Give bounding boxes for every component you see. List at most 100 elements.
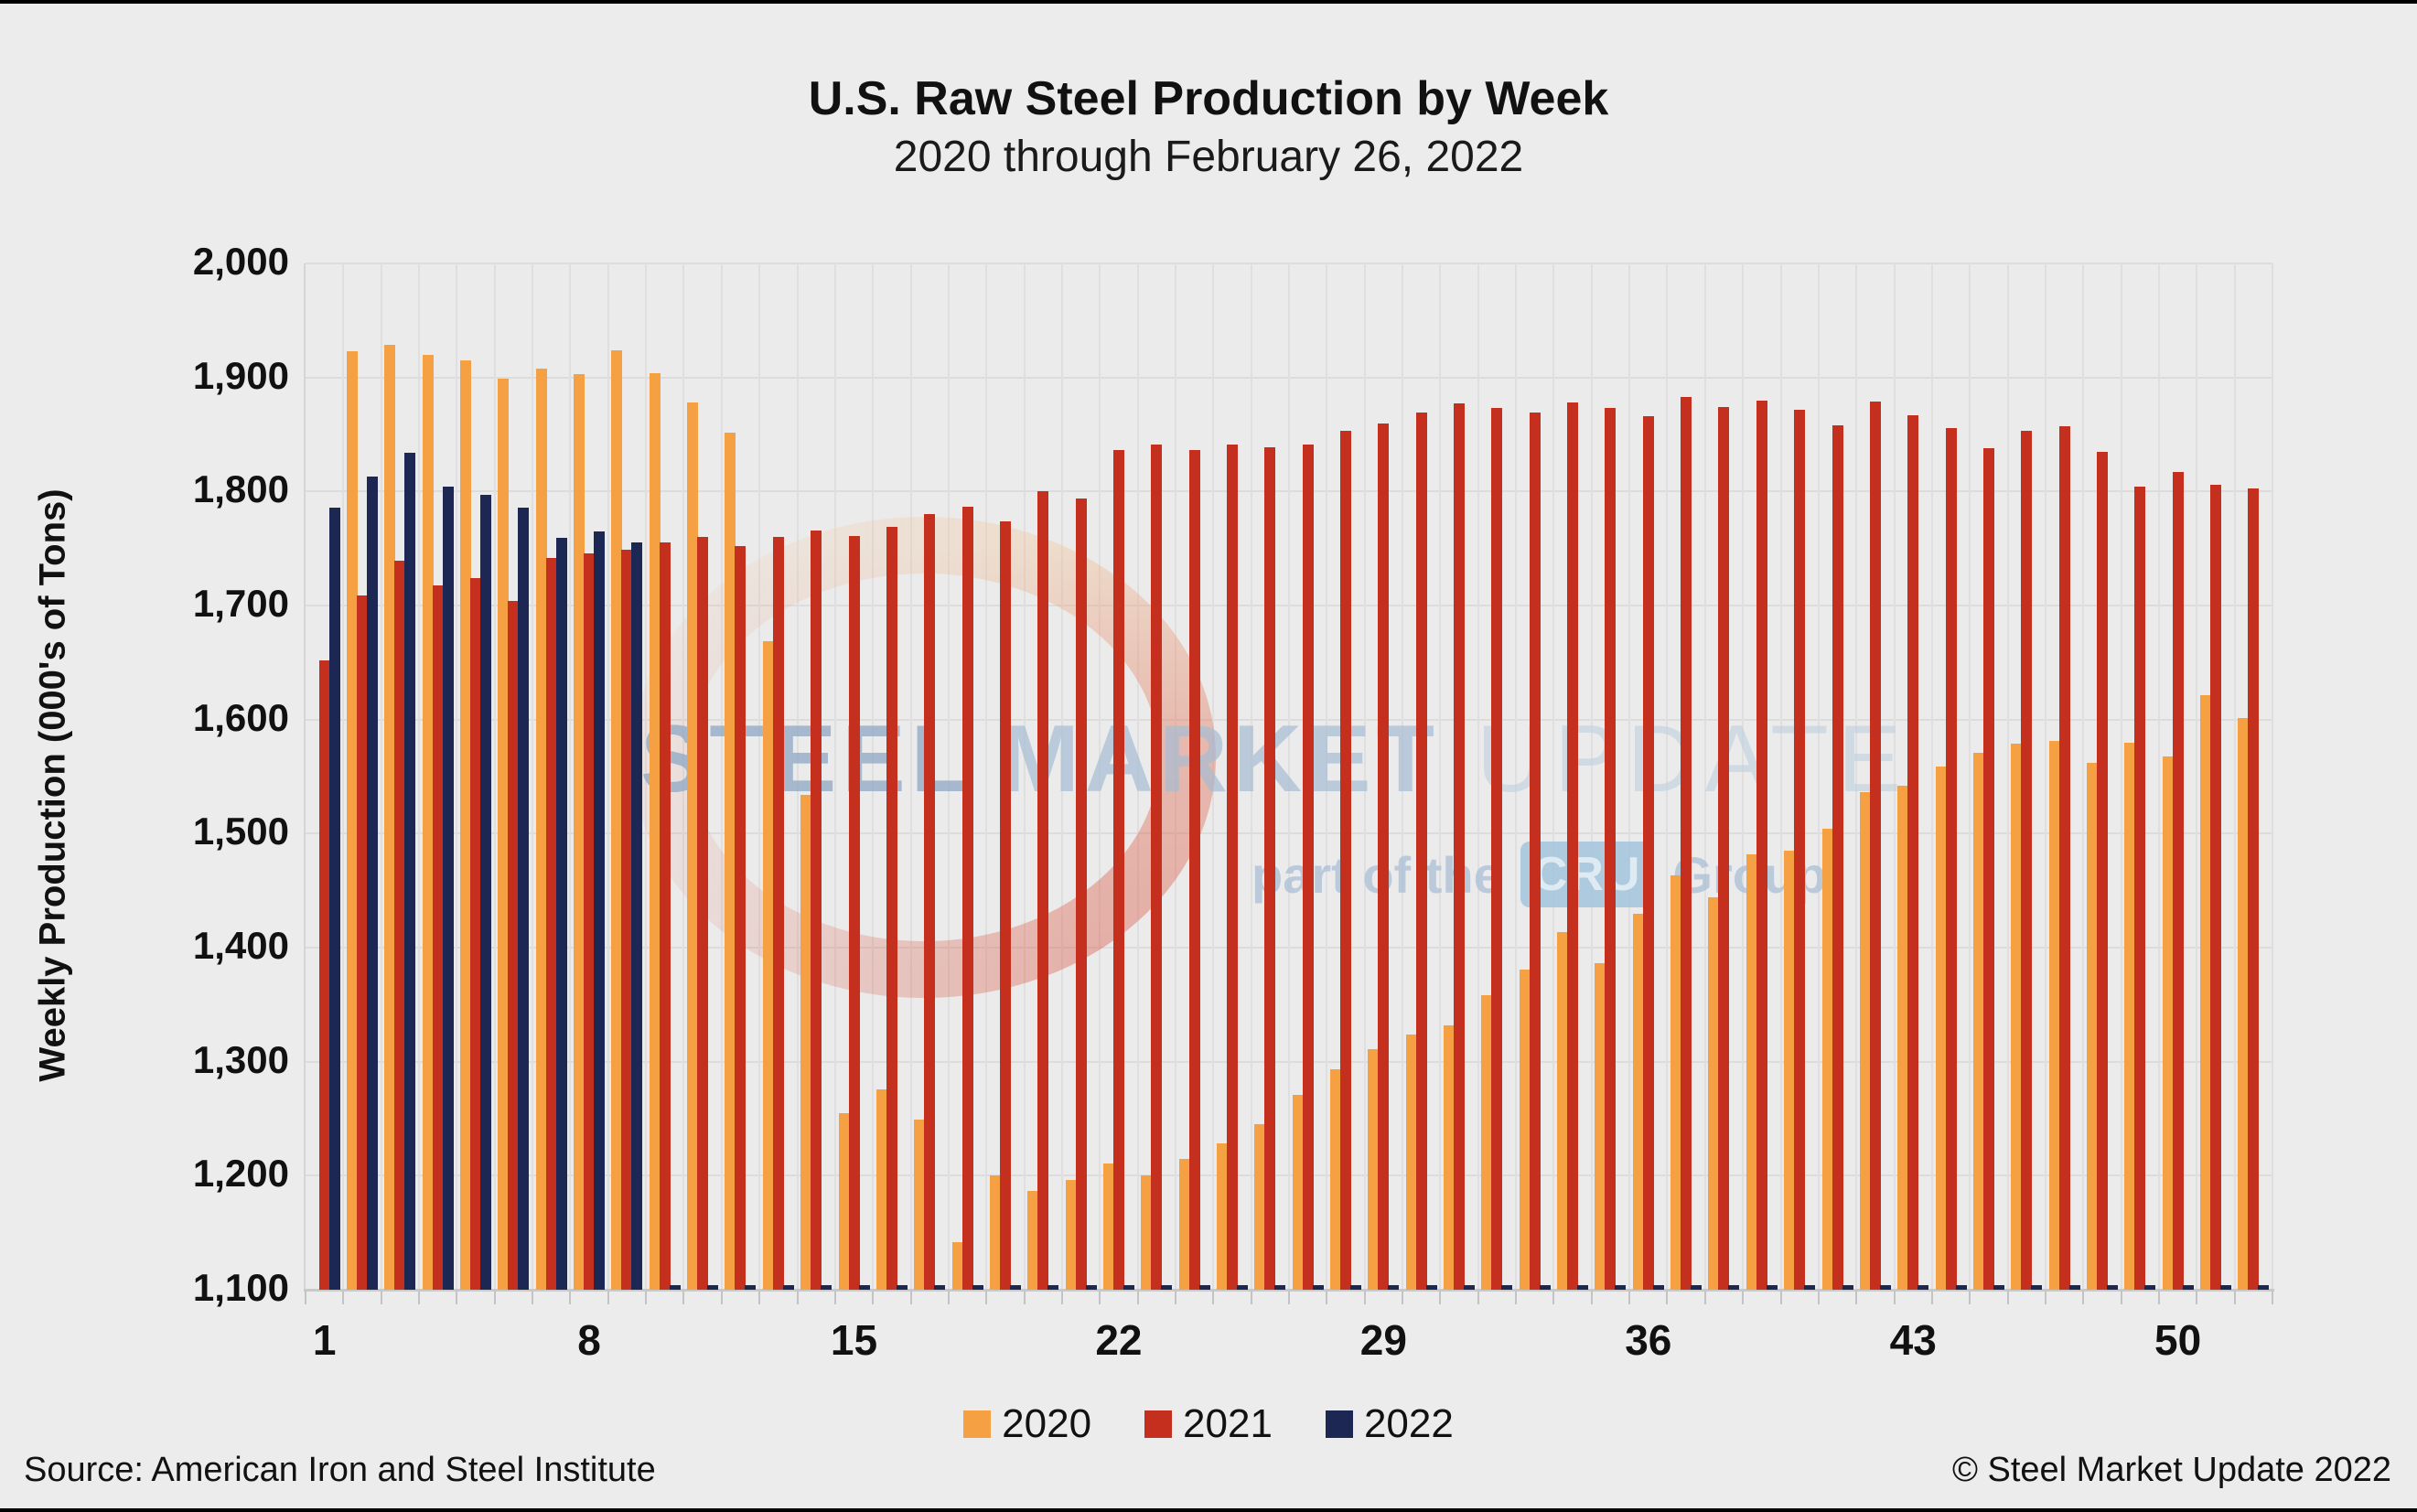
legend-item-2022: 2022 xyxy=(1325,1401,1454,1447)
x-axis-line xyxy=(304,1289,2274,1292)
v-gridline-4 xyxy=(456,263,458,1290)
bar-2022-week-20 xyxy=(1047,1285,1059,1290)
bar-2021-week-31 xyxy=(1454,403,1466,1290)
x-tick-2 xyxy=(380,1291,382,1304)
x-tick-31 xyxy=(1477,1291,1479,1304)
v-gridline-19 xyxy=(1023,263,1026,1290)
top-border xyxy=(0,0,2417,4)
chart-legend: 2020 2021 2022 xyxy=(0,1401,2417,1447)
bar-2021-week-17 xyxy=(924,514,936,1290)
y-tick-label-1300: 1,300 xyxy=(192,1037,289,1081)
y-tick-label-1600: 1,600 xyxy=(192,695,289,739)
v-gridline-41 xyxy=(1855,263,1858,1290)
bar-2020-week-6 xyxy=(498,378,510,1290)
v-gridline-48 xyxy=(2120,263,2122,1290)
x-tick-16 xyxy=(909,1291,912,1304)
x-tick-18 xyxy=(985,1291,988,1304)
bar-2022-week-31 xyxy=(1464,1285,1476,1290)
x-tick-20 xyxy=(1060,1291,1063,1304)
bar-2021-week-35 xyxy=(1605,408,1617,1290)
x-tick-12 xyxy=(758,1291,761,1304)
x-tick-9 xyxy=(645,1291,648,1304)
v-gridline-18 xyxy=(985,263,988,1290)
v-gridline-1 xyxy=(342,263,345,1290)
x-tick-45 xyxy=(2006,1291,2009,1304)
bar-2020-week-25 xyxy=(1216,1143,1228,1290)
bar-2021-week-51 xyxy=(2209,484,2221,1290)
bar-2021-week-19 xyxy=(999,520,1011,1290)
bar-2020-week-21 xyxy=(1065,1180,1077,1290)
x-tick-25 xyxy=(1250,1291,1252,1304)
y-tick-label-1700: 1,700 xyxy=(192,582,289,625)
bar-2020-week-28 xyxy=(1330,1069,1342,1290)
bar-2022-week-41 xyxy=(1842,1285,1853,1290)
x-tick-label-1: 1 xyxy=(312,1316,337,1364)
v-gridline-37 xyxy=(1703,263,1706,1290)
bar-2022-week-22 xyxy=(1123,1285,1134,1290)
legend-swatch-2020 xyxy=(963,1410,992,1438)
legend-item-2021: 2021 xyxy=(1144,1401,1273,1447)
bar-2021-week-32 xyxy=(1491,408,1503,1290)
v-gridline-28 xyxy=(1363,263,1366,1290)
bar-2022-week-32 xyxy=(1501,1285,1513,1290)
y-tick-label-1100: 1,100 xyxy=(192,1266,289,1309)
v-gridline-33 xyxy=(1552,263,1555,1290)
bar-2021-week-8 xyxy=(584,552,596,1290)
bar-2021-week-36 xyxy=(1642,416,1654,1290)
bar-2021-week-33 xyxy=(1529,413,1541,1290)
bar-2021-week-26 xyxy=(1264,446,1276,1290)
v-gridline-12 xyxy=(758,263,761,1290)
legend-label-2020: 2020 xyxy=(1002,1401,1092,1446)
bar-2021-week-49 xyxy=(2134,487,2146,1290)
x-tick-5 xyxy=(493,1291,496,1304)
bar-2021-week-4 xyxy=(432,584,444,1290)
bar-2022-week-14 xyxy=(821,1285,833,1290)
bar-2022-week-3 xyxy=(404,452,416,1290)
v-gridline-6 xyxy=(532,263,534,1290)
x-tick-46 xyxy=(2044,1291,2046,1304)
bar-2022-week-15 xyxy=(858,1285,870,1290)
bar-2021-week-48 xyxy=(2096,451,2108,1290)
x-tick-41 xyxy=(1855,1291,1858,1304)
bar-2022-week-24 xyxy=(1198,1285,1210,1290)
bar-2022-week-19 xyxy=(1009,1285,1021,1290)
x-tick-47 xyxy=(2082,1291,2085,1304)
bar-2022-week-9 xyxy=(631,542,643,1290)
bar-2022-week-47 xyxy=(2068,1285,2080,1290)
bar-2022-week-18 xyxy=(972,1285,983,1290)
bar-2021-week-29 xyxy=(1378,423,1390,1290)
x-tick-51 xyxy=(2233,1291,2236,1304)
bar-2022-week-45 xyxy=(1993,1285,2004,1290)
x-tick-13 xyxy=(796,1291,799,1304)
bar-2022-week-6 xyxy=(518,507,530,1290)
bar-2022-week-48 xyxy=(2106,1285,2118,1290)
bar-2022-week-28 xyxy=(1350,1285,1362,1290)
bar-2021-week-10 xyxy=(659,542,671,1290)
v-gridline-10 xyxy=(682,263,685,1290)
x-tick-29 xyxy=(1402,1291,1404,1304)
bar-2021-week-25 xyxy=(1226,445,1238,1290)
bar-2020-week-44 xyxy=(1935,766,1947,1290)
bar-2022-week-37 xyxy=(1691,1285,1703,1290)
v-gridline-47 xyxy=(2082,263,2085,1290)
bar-2022-week-36 xyxy=(1652,1285,1664,1290)
x-tick-label-15: 15 xyxy=(830,1316,878,1364)
x-tick-50 xyxy=(2196,1291,2198,1304)
x-tick-label-8: 8 xyxy=(577,1316,601,1364)
x-tick-36 xyxy=(1666,1291,1669,1304)
x-tick-17 xyxy=(947,1291,950,1304)
bar-2021-week-1 xyxy=(318,659,330,1290)
bar-2022-week-23 xyxy=(1161,1285,1173,1290)
bar-2020-week-36 xyxy=(1632,913,1644,1290)
x-tick-10 xyxy=(682,1291,685,1304)
bar-2021-week-44 xyxy=(1945,427,1957,1290)
bar-2021-week-11 xyxy=(697,537,709,1290)
bar-2022-week-34 xyxy=(1577,1285,1589,1290)
bar-2022-week-10 xyxy=(669,1285,681,1290)
bar-2022-week-7 xyxy=(555,538,567,1290)
x-tick-26 xyxy=(1288,1291,1290,1304)
x-tick-4 xyxy=(456,1291,458,1304)
y-axis-title: Weekly Production (000's of Tons) xyxy=(32,488,73,1082)
v-gridline-8 xyxy=(607,263,609,1290)
x-tick-23 xyxy=(1174,1291,1176,1304)
